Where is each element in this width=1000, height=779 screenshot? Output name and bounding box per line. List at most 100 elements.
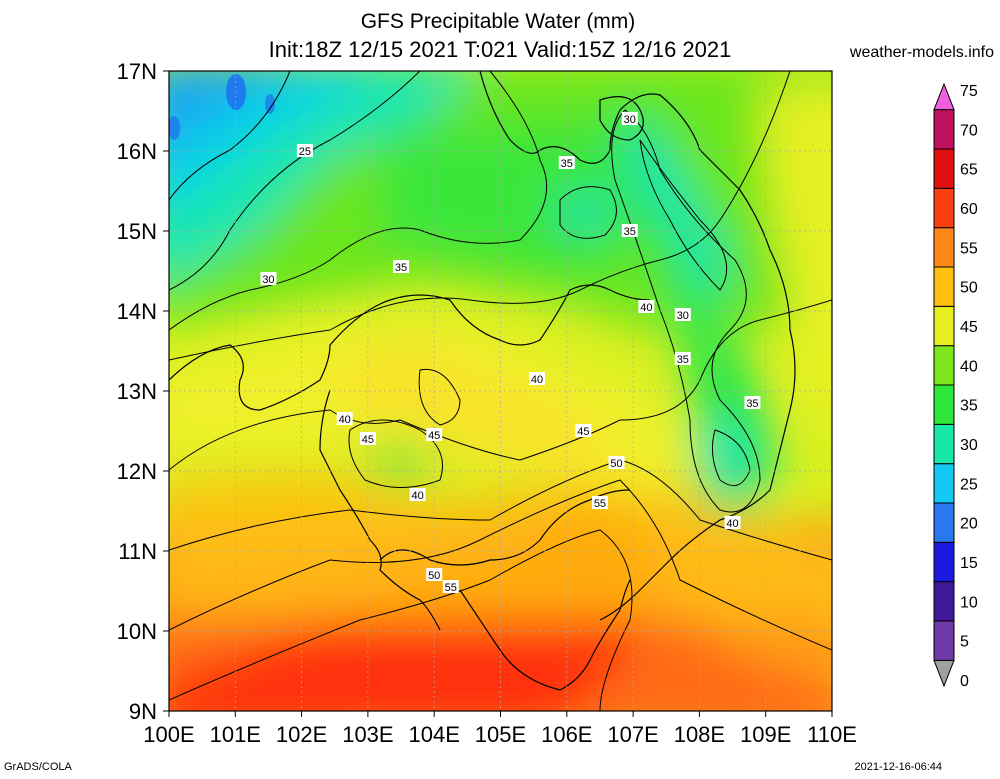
y-tick-label: 9N <box>129 699 157 724</box>
contour-label: 25 <box>296 144 313 158</box>
contour-label: 40 <box>409 488 426 502</box>
colorbar-swatch <box>933 187 955 229</box>
svg-text:30: 30 <box>624 114 636 126</box>
coastline-and-borders <box>169 71 796 691</box>
svg-text:50: 50 <box>428 570 440 582</box>
colorbar-label: 0 <box>960 673 969 690</box>
svg-text:40: 40 <box>339 414 351 426</box>
colorbar-swatch <box>933 581 955 622</box>
contour-label: 35 <box>393 260 410 274</box>
x-tick-label: 101E <box>210 722 261 747</box>
gridlines <box>169 71 832 711</box>
svg-text:25: 25 <box>299 146 311 158</box>
contour-label: 50 <box>608 456 625 470</box>
colorbar-label: 40 <box>960 358 978 375</box>
svg-text:45: 45 <box>362 434 374 446</box>
colorbar-swatch <box>933 109 955 150</box>
x-tick-label: 106E <box>541 722 592 747</box>
colorbar-label: 60 <box>960 201 978 218</box>
colorbar-label: 25 <box>960 476 978 493</box>
y-tick-label: 10N <box>117 619 157 644</box>
colorbar-label: 15 <box>960 555 978 572</box>
svg-text:30: 30 <box>262 274 274 286</box>
svg-text:40: 40 <box>531 374 543 386</box>
y-axis: 9N 10N 11N 12N 13N 14N 15N 16N 17N <box>117 59 169 724</box>
credit-label: GrADS/COLA <box>4 761 72 773</box>
contour-label: 40 <box>336 412 353 426</box>
y-tick-label: 11N <box>118 539 157 564</box>
colorbar-label: 5 <box>960 634 969 651</box>
contour-label: 40 <box>528 372 545 386</box>
svg-text:40: 40 <box>726 518 738 530</box>
colorbar-label: 45 <box>960 319 978 336</box>
site-label: weather-models.info <box>849 44 994 61</box>
x-tick-label: 108E <box>674 722 725 747</box>
y-tick-label: 12N <box>117 459 157 484</box>
x-tick-label: 110E <box>807 722 857 747</box>
contour-lines <box>169 71 832 711</box>
colorbar-label: 35 <box>960 398 978 415</box>
contour-label: 35 <box>744 396 761 410</box>
x-tick-label: 100E <box>143 722 194 747</box>
x-tick-label: 105E <box>475 722 526 747</box>
colorbar-label: 75 <box>960 83 978 100</box>
y-tick-label: 15N <box>117 219 157 244</box>
colorbar-swatch <box>933 148 955 189</box>
colorbar: 0 5 10 15 20 25 30 35 40 45 50 55 60 65 70 75 <box>933 82 978 690</box>
colorbar-label: 65 <box>960 162 978 179</box>
contour-label: 55 <box>591 496 608 510</box>
svg-text:45: 45 <box>577 426 589 438</box>
svg-text:55: 55 <box>594 498 606 510</box>
colorbar-swatch <box>933 384 955 425</box>
y-tick-label: 16N <box>117 139 157 164</box>
svg-text:45: 45 <box>428 430 440 442</box>
svg-text:35: 35 <box>624 226 636 238</box>
x-tick-label: 102E <box>276 722 327 747</box>
contour-label: 30 <box>674 308 691 322</box>
colorbar-label: 10 <box>960 594 978 611</box>
colorbar-swatch <box>933 423 955 465</box>
colorbar-swatch <box>933 266 955 307</box>
colorbar-swatch <box>933 305 955 347</box>
x-tick-label: 109E <box>740 722 791 747</box>
contour-label: 55 <box>442 580 459 594</box>
chart-title: GFS Precipitable Water (mm) <box>360 10 636 33</box>
contour-label: 45 <box>426 428 443 442</box>
colorbar-label: 55 <box>960 240 978 257</box>
x-tick-label: 107E <box>607 722 658 747</box>
y-tick-label: 14N <box>117 299 157 324</box>
contour-label: 45 <box>575 424 592 438</box>
contour-label: 35 <box>558 156 575 170</box>
svg-text:35: 35 <box>395 262 407 274</box>
colorbar-swatch <box>933 345 955 386</box>
svg-text:40: 40 <box>640 302 652 314</box>
contour-label: 35 <box>674 352 691 366</box>
colorbar-swatch <box>933 541 955 583</box>
x-tick-label: 103E <box>342 722 393 747</box>
colorbar-swatch <box>933 620 955 661</box>
timestamp-label: 2021-12-16-06:44 <box>854 761 942 773</box>
y-tick-label: 17N <box>117 59 157 84</box>
svg-text:35: 35 <box>561 158 573 170</box>
svg-text:50: 50 <box>610 458 622 470</box>
colorbar-arrow-top <box>933 82 955 111</box>
precipitable-water-field: 25 30 30 30 35 35 35 35 35 40 40 40 40 40 45 45 45 50 50 55… <box>169 71 832 711</box>
colorbar-label: 30 <box>960 437 978 454</box>
contour-label: 30 <box>621 112 638 126</box>
svg-text:35: 35 <box>746 398 758 410</box>
colorbar-arrow-bottom <box>933 659 955 688</box>
contour-label: 40 <box>638 300 655 314</box>
svg-text:55: 55 <box>445 582 457 594</box>
contour-labels: 25 30 30 30 35 35 35 35 35 40 40 40 40 40 45 45 45 50 50 55… <box>260 112 761 594</box>
colorbar-swatch <box>933 502 955 543</box>
x-axis: 100E 101E 102E 103E 104E 105E 106E 107E 108E 109E… <box>143 711 857 747</box>
contour-label: 50 <box>426 568 443 582</box>
svg-text:40: 40 <box>412 490 424 502</box>
x-tick-label: 104E <box>409 722 460 747</box>
chart-subtitle: Init:18Z 12/15 2021 T:021 Valid:15Z 12/1… <box>268 37 732 62</box>
colorbar-swatch <box>933 463 955 504</box>
contour-label: 45 <box>359 432 376 446</box>
colorbar-label: 70 <box>960 122 978 139</box>
y-tick-label: 13N <box>117 379 157 404</box>
